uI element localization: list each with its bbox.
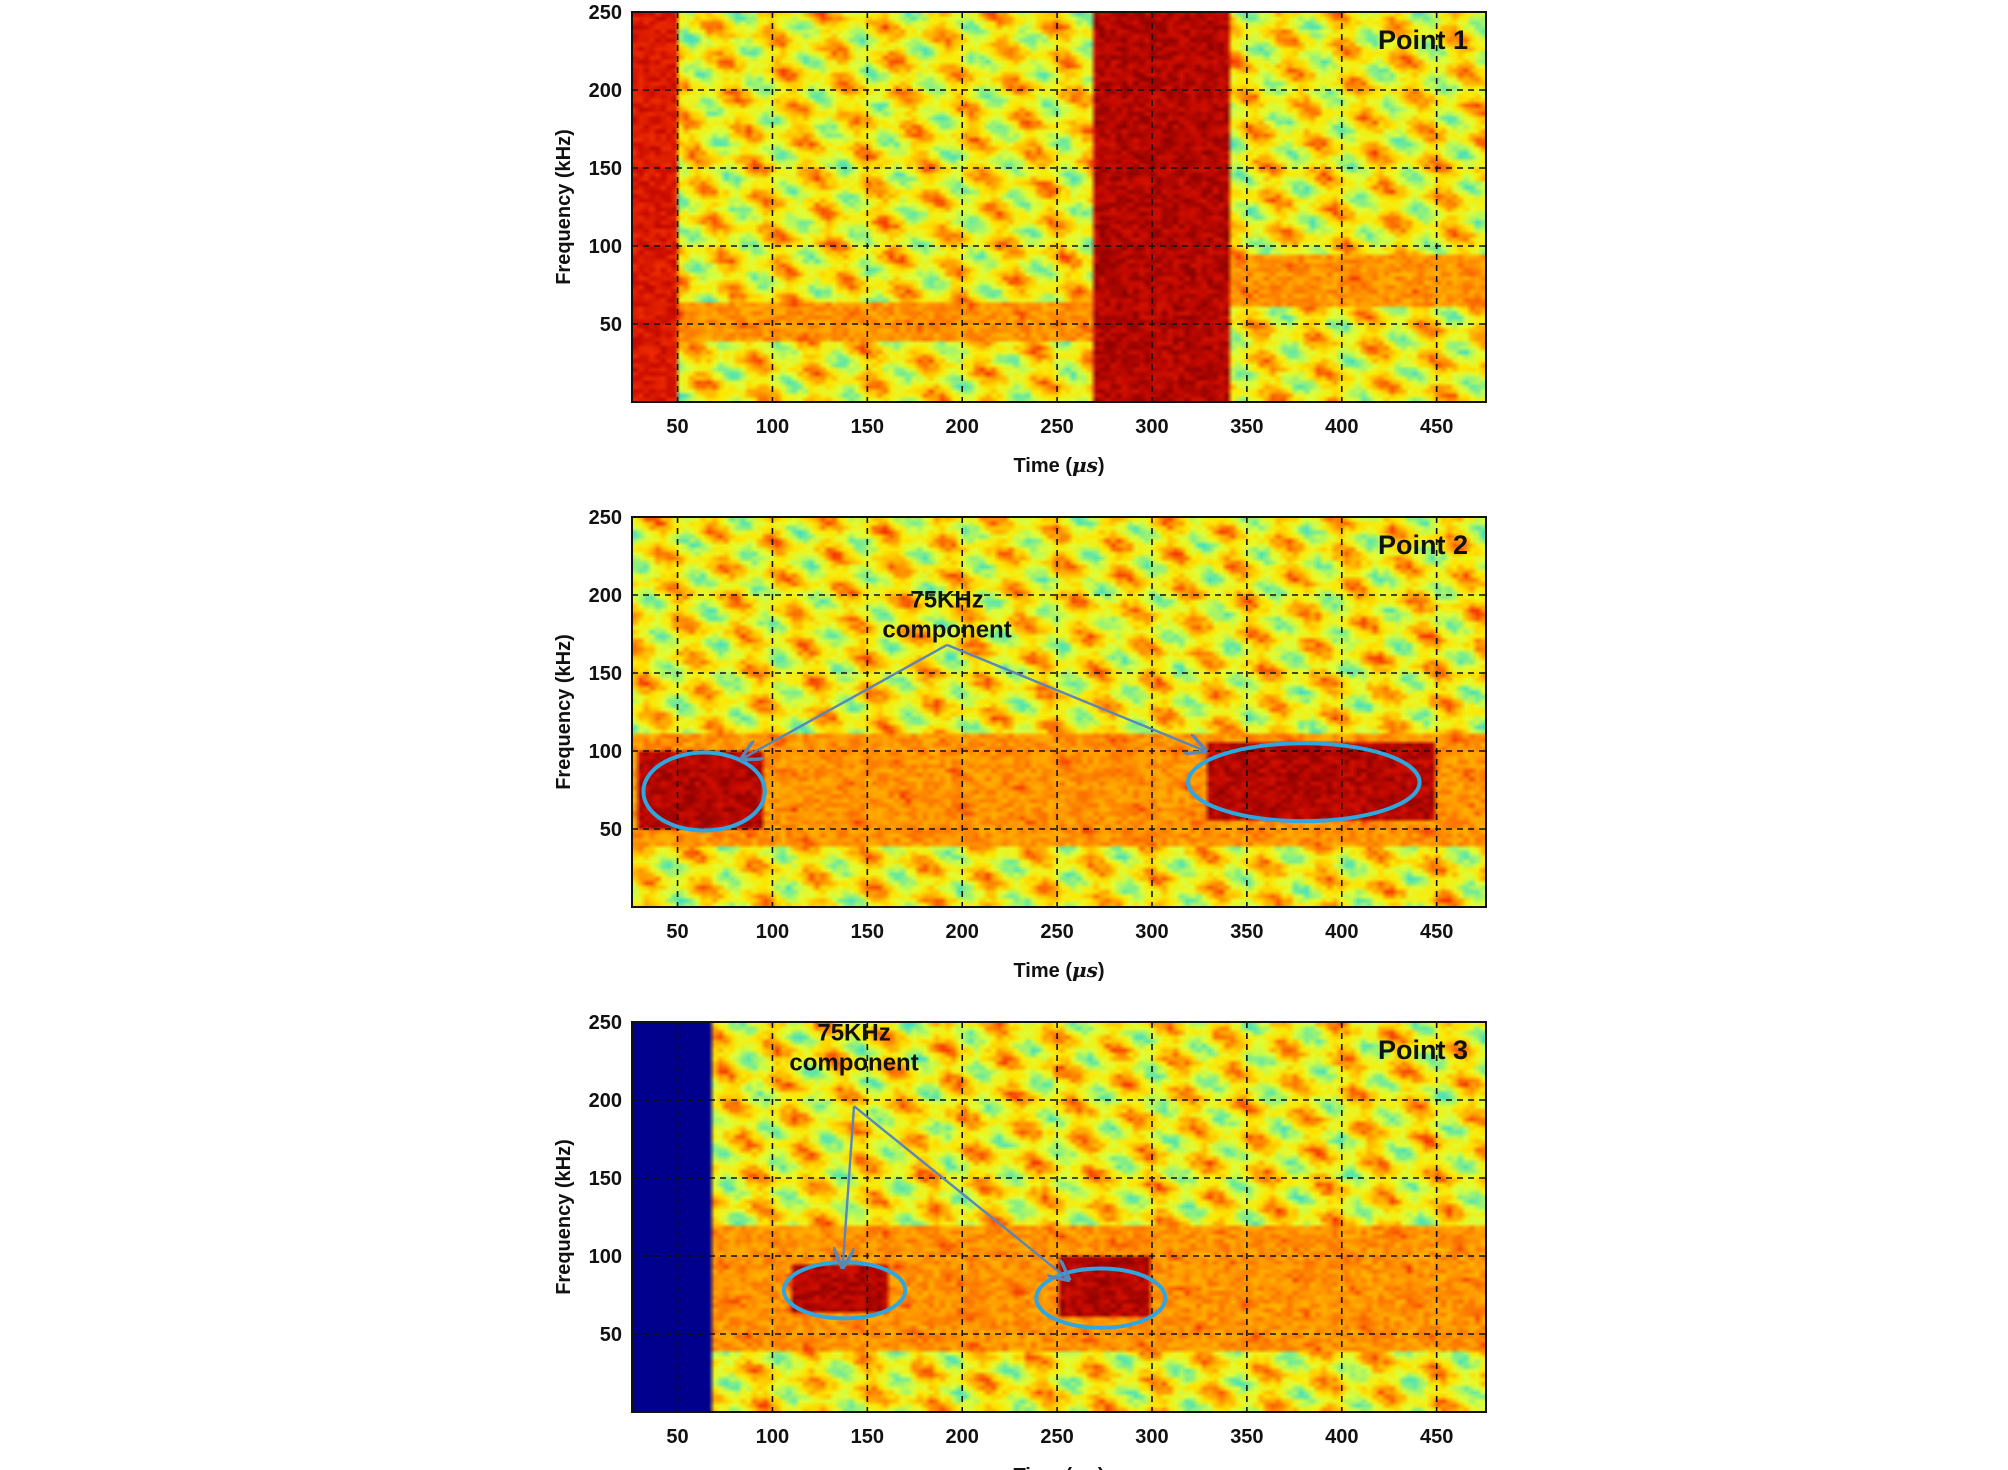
annotation-label: component	[789, 1050, 918, 1077]
x-tick-label: 200	[946, 921, 979, 943]
y-tick-label: 200	[589, 585, 622, 607]
x-tick-label: 250	[1040, 921, 1073, 943]
plot-frame	[631, 516, 1487, 908]
y-tick-label: 250	[589, 2, 622, 24]
annotation-arrow	[843, 1106, 856, 1267]
x-axis-title-text: Time (	[1013, 1465, 1072, 1470]
x-tick-label: 100	[756, 416, 789, 438]
panel-title: Point 3	[1378, 1035, 1468, 1065]
panel-title: Point 2	[1378, 530, 1468, 560]
x-tick-label: 350	[1230, 921, 1263, 943]
y-tick-label: 100	[589, 741, 622, 763]
x-axis-title-close: )	[1098, 1465, 1105, 1470]
y-tick-label: 100	[589, 236, 622, 258]
x-tick-label: 50	[666, 1426, 688, 1448]
x-tick-label: 150	[851, 416, 884, 438]
x-tick-label: 450	[1420, 416, 1453, 438]
spectrogram-panel-2: 50 100 150 200 250 300 350 400 450 50 100 150 200 250…	[553, 507, 1487, 982]
y-tick-label: 50	[600, 819, 622, 841]
x-tick-label: 300	[1135, 921, 1168, 943]
plot-frame	[631, 11, 1487, 403]
x-tick-label: 400	[1325, 416, 1358, 438]
y-axis-title: Frequency (kHz)	[553, 634, 575, 790]
x-tick-label: 400	[1325, 1426, 1358, 1448]
heatmap-image	[632, 517, 1486, 907]
highlight-ellipse	[1186, 741, 1422, 824]
heatmap-image	[632, 1022, 1486, 1412]
y-tick-label: 200	[589, 1090, 622, 1112]
x-axis-title-close: )	[1098, 455, 1105, 477]
x-tick-label: 150	[851, 921, 884, 943]
y-tick-label: 50	[600, 1324, 622, 1346]
x-tick-label: 100	[756, 921, 789, 943]
x-axis-title-unit: μs	[1072, 453, 1098, 477]
plot-frame	[631, 1021, 1487, 1413]
annotation-arrow	[742, 643, 948, 759]
annotation-label: 75KHz	[910, 586, 983, 613]
x-tick-label: 450	[1420, 921, 1453, 943]
x-tick-label: 450	[1420, 1426, 1453, 1448]
y-tick-label: 250	[589, 1012, 622, 1034]
annotation-label: component	[882, 616, 1011, 643]
x-tick-label: 50	[666, 416, 688, 438]
spectrogram-panel-1: 50 100 150 200 250 300 350 400 450 50 100 150 200 250…	[553, 2, 1487, 477]
x-axis-title-text: Time (	[1013, 960, 1072, 982]
y-tick-label: 150	[589, 158, 622, 180]
x-axis-title-unit: μs	[1072, 1463, 1098, 1470]
y-tick-label: 50	[600, 314, 622, 336]
y-axis-title: Frequency (kHz)	[553, 129, 575, 285]
heatmap-image	[632, 12, 1486, 402]
x-tick-label: 200	[946, 416, 979, 438]
spectrogram-panel-3: 50 100 150 200 250 300 350 400 450 50 100 150 200 250…	[553, 1012, 1487, 1470]
x-tick-label: 100	[756, 1426, 789, 1448]
x-tick-label: 50	[666, 921, 688, 943]
x-axis-title: Time (μs)	[1013, 453, 1104, 477]
x-tick-label: 250	[1040, 1426, 1073, 1448]
y-tick-label: 200	[589, 80, 622, 102]
annotation-arrow	[853, 1105, 1068, 1279]
x-tick-label: 250	[1040, 416, 1073, 438]
x-axis-title-close: )	[1098, 960, 1105, 982]
annotation-75khz-component: 75KHz component	[641, 586, 1422, 833]
x-tick-label: 150	[851, 1426, 884, 1448]
x-axis-title-unit: μs	[1072, 958, 1098, 982]
x-tick-label: 300	[1135, 1426, 1168, 1448]
x-axis-title-text: Time (	[1013, 455, 1072, 477]
annotation-75khz-component: 75KHz component	[781, 1020, 1168, 1330]
y-tick-label: 100	[589, 1246, 622, 1268]
y-axis-title: Frequency (kHz)	[553, 1139, 575, 1295]
x-tick-label: 200	[946, 1426, 979, 1448]
highlight-ellipse	[1034, 1266, 1168, 1330]
x-axis-title: Time (μs)	[1013, 1463, 1104, 1470]
y-tick-label: 150	[589, 1168, 622, 1190]
y-tick-label: 250	[589, 507, 622, 529]
panel-title: Point 1	[1378, 25, 1468, 55]
annotation-arrow	[946, 643, 1205, 751]
x-tick-label: 350	[1230, 416, 1263, 438]
x-tick-label: 300	[1135, 416, 1168, 438]
x-axis-title: Time (μs)	[1013, 958, 1104, 982]
highlight-ellipse	[641, 750, 767, 833]
y-tick-label: 150	[589, 663, 622, 685]
x-tick-label: 350	[1230, 1426, 1263, 1448]
x-tick-label: 400	[1325, 921, 1358, 943]
annotation-label: 75KHz	[817, 1020, 890, 1047]
